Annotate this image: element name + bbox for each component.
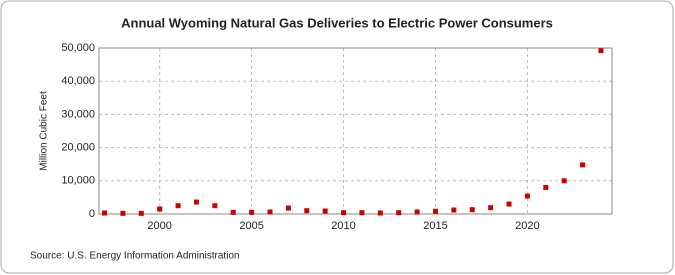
y-axis-label: Million Cubic Feet bbox=[39, 91, 50, 171]
data-point bbox=[598, 48, 604, 54]
x-tick-label: 2005 bbox=[239, 220, 263, 232]
plot-border bbox=[98, 47, 613, 215]
y-tick-label: 30,000 bbox=[61, 108, 95, 120]
data-point bbox=[267, 209, 273, 215]
data-point bbox=[524, 193, 530, 199]
y-tick-label: 10,000 bbox=[61, 175, 95, 187]
x-tick-label: 2020 bbox=[515, 220, 539, 232]
data-point bbox=[543, 184, 549, 190]
data-point bbox=[488, 205, 494, 211]
y-tick-label: 50,000 bbox=[61, 42, 95, 54]
y-tick-label: 0 bbox=[89, 208, 95, 220]
data-point bbox=[102, 210, 108, 216]
source-note: Source: U.S. Energy Information Administ… bbox=[30, 251, 240, 262]
y-tick-label: 40,000 bbox=[61, 75, 95, 87]
data-point bbox=[359, 210, 365, 216]
data-point bbox=[285, 205, 291, 211]
x-tick-label: 2015 bbox=[423, 220, 447, 232]
data-point bbox=[230, 209, 236, 215]
data-point bbox=[175, 203, 181, 209]
data-point bbox=[120, 210, 126, 216]
data-point bbox=[561, 178, 567, 184]
x-tick-label: 2000 bbox=[147, 220, 171, 232]
data-point bbox=[304, 208, 310, 214]
data-point bbox=[341, 210, 347, 216]
data-point bbox=[377, 210, 383, 216]
data-point bbox=[451, 207, 457, 213]
y-tick-label: 20,000 bbox=[61, 142, 95, 154]
data-point bbox=[396, 210, 402, 216]
data-point bbox=[580, 162, 586, 168]
data-point bbox=[322, 208, 328, 214]
x-tick-label: 2010 bbox=[331, 220, 355, 232]
data-point bbox=[506, 201, 512, 207]
chart-title: Annual Wyoming Natural Gas Deliveries to… bbox=[121, 15, 553, 30]
data-point bbox=[432, 208, 438, 214]
data-point bbox=[212, 203, 218, 209]
data-point bbox=[469, 207, 475, 213]
data-point bbox=[138, 210, 144, 216]
data-point bbox=[249, 209, 255, 215]
data-point bbox=[157, 206, 163, 212]
data-point bbox=[414, 209, 420, 215]
data-point bbox=[193, 199, 199, 205]
